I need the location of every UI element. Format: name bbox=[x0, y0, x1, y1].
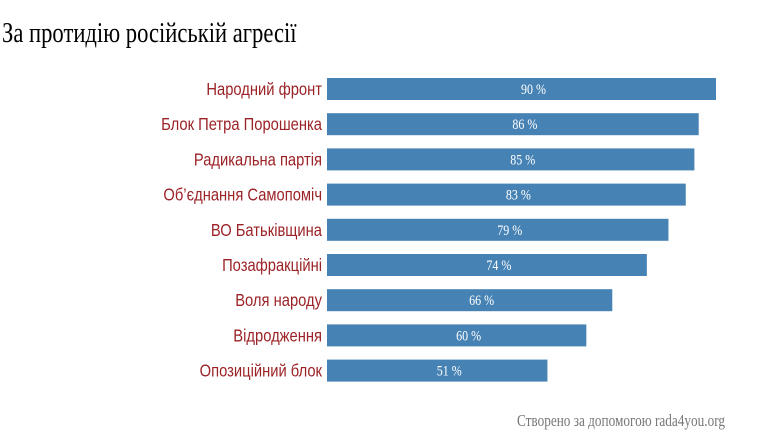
value-label: 79 % bbox=[497, 222, 522, 239]
bar bbox=[327, 359, 548, 382]
value-label: 86 % bbox=[512, 116, 537, 133]
bar bbox=[327, 218, 669, 241]
bar bbox=[327, 324, 587, 347]
category-label: Відродження bbox=[233, 326, 322, 346]
bar bbox=[327, 289, 613, 312]
value-label: 74 % bbox=[486, 257, 511, 274]
bar bbox=[327, 148, 695, 171]
value-label: 83 % bbox=[506, 186, 531, 203]
chart-title: За протидію російській агресії bbox=[2, 16, 297, 48]
category-label: Народний фронт bbox=[206, 80, 322, 100]
bar bbox=[327, 78, 716, 100]
category-label: Позафракційні bbox=[222, 256, 322, 276]
bar bbox=[327, 254, 647, 276]
chart-footer: Створено за допомогою rada4you.org bbox=[517, 412, 725, 431]
value-label: 66 % bbox=[469, 292, 494, 309]
value-label: 51 % bbox=[437, 362, 462, 379]
category-label: Блок Петра Порошенка bbox=[161, 115, 323, 135]
value-label: 60 % bbox=[456, 327, 481, 344]
value-label: 85 % bbox=[510, 151, 535, 168]
value-label: 90 % bbox=[521, 81, 546, 98]
category-label: Радикальна партія bbox=[194, 150, 322, 170]
bar bbox=[327, 183, 686, 206]
category-label: Об’єднання Самопоміч bbox=[163, 185, 322, 205]
category-label: Опозиційний блок bbox=[200, 361, 323, 381]
category-label: Воля народу bbox=[235, 291, 322, 311]
bar bbox=[327, 113, 699, 136]
category-label: ВО Батьківщина bbox=[211, 220, 323, 240]
